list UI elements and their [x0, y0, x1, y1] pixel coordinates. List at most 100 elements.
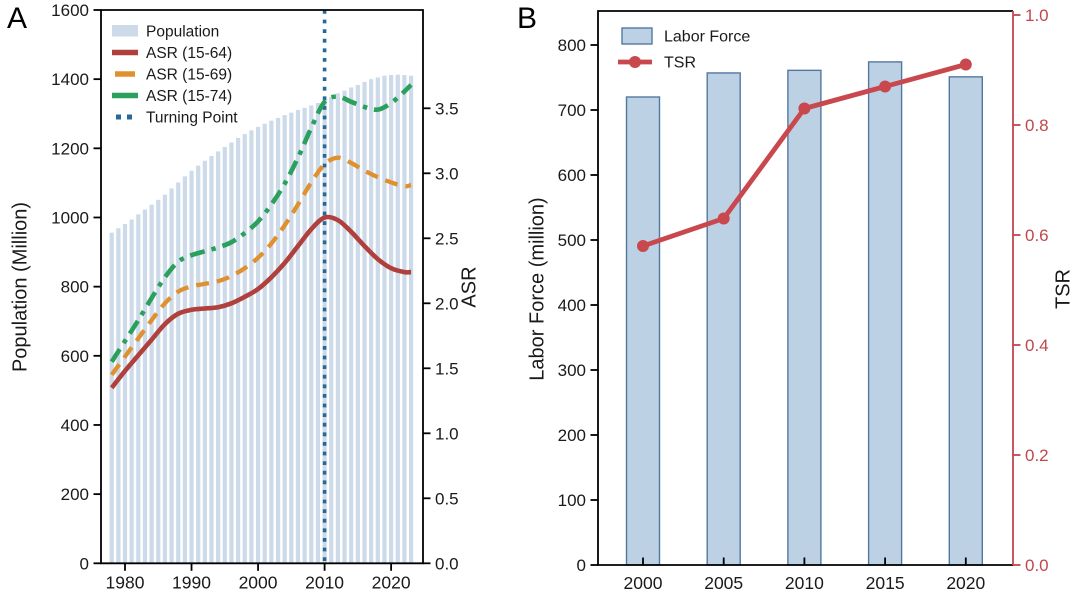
- y-tick-label: 400: [558, 296, 586, 315]
- y-tick-label: 1400: [51, 70, 89, 89]
- population-bar: [369, 79, 374, 564]
- population-bar: [156, 199, 161, 564]
- tsr-tick-label: 0.0: [1025, 556, 1049, 575]
- population-bar: [295, 109, 301, 564]
- population-bar: [109, 232, 114, 564]
- x-tick-label: 2000: [624, 573, 663, 593]
- panel-b-legend: Labor Force TSR: [618, 27, 750, 72]
- asr-tick-label: 3.0: [435, 164, 459, 183]
- legend-label: Labor Force: [664, 29, 750, 46]
- population-bar: [122, 224, 128, 564]
- population-bar: [222, 146, 227, 564]
- population-bar: [182, 176, 187, 564]
- panel-b-label: B: [517, 2, 538, 35]
- panel-b-left-axis-title: Labor Force (million): [526, 197, 549, 381]
- panel-a: 0 200 400 600 800 1000 1200 1400 1600 0.0 0.5 1.0 1.…: [51, 1, 458, 592]
- population-bar: [389, 75, 394, 564]
- asr-tick-label: 0.5: [435, 489, 459, 508]
- panel-a-left-axis: 0 200 400 600 800 1000 1200 1400 1600: [51, 1, 101, 573]
- x-tick-label: 2010: [305, 572, 344, 592]
- labor-force-bar: [706, 72, 741, 566]
- tsr-tick-label: 0.8: [1025, 116, 1049, 135]
- population-bar: [189, 170, 194, 564]
- population-bar: [236, 137, 241, 564]
- tsr-tick-label: 1.0: [1025, 6, 1049, 25]
- x-tick-label: 2000: [239, 572, 278, 592]
- population-bar: [408, 75, 414, 564]
- x-tick-label: 2005: [704, 573, 743, 593]
- population-bar: [255, 126, 261, 564]
- x-tick-label: 1980: [106, 572, 145, 592]
- asr-series-dashdot: [109, 83, 413, 364]
- population-bar: [282, 115, 287, 564]
- panel-a-legend: Population ASR (15-64) ASR (15-69) ASR (15-…: [112, 24, 238, 127]
- legend-label: ASR (15-64): [146, 45, 232, 62]
- population-bar: [382, 75, 387, 564]
- tsr-tick-label: 0.2: [1025, 446, 1049, 465]
- population-bar: [216, 151, 221, 564]
- legend-marker-tsr: [629, 56, 641, 68]
- population-bar: [209, 155, 214, 564]
- x-tick-label: 2020: [946, 573, 985, 593]
- population-bar: [116, 228, 121, 564]
- y-tick-label: 800: [61, 278, 89, 297]
- population-bar: [169, 188, 174, 564]
- legend-label: ASR (15-74): [146, 88, 232, 105]
- population-bar: [289, 112, 294, 564]
- y-tick-label: 400: [61, 416, 89, 435]
- population-bar: [322, 99, 327, 564]
- tsr-marker: [959, 58, 972, 71]
- tsr-marker: [637, 240, 649, 252]
- legend-label: ASR (15-69): [146, 67, 232, 84]
- population-bar: [242, 134, 247, 564]
- population-bar: [275, 117, 281, 564]
- tsr-marker: [798, 102, 811, 115]
- labor-force-bar: [787, 69, 822, 566]
- labor-force-bars: [625, 61, 983, 566]
- asr-tick-label: 2.0: [435, 294, 459, 313]
- population-bar: [176, 182, 181, 564]
- labor-force-bar: [867, 61, 903, 566]
- population-bar: [302, 107, 307, 564]
- y-tick-label: 600: [558, 166, 586, 185]
- legend-dot-turning-point: [116, 114, 121, 120]
- x-tick-label: 1990: [172, 572, 211, 592]
- population-bar: [142, 209, 148, 564]
- legend-swatch-population: [112, 25, 138, 37]
- population-bar: [329, 96, 334, 564]
- population-bar: [355, 85, 360, 564]
- population-bar: [149, 204, 154, 564]
- asr-tick-label: 3.5: [435, 99, 459, 118]
- panel-a-label: A: [7, 2, 28, 35]
- population-bar: [395, 74, 400, 564]
- y-tick-label: 300: [558, 361, 586, 380]
- y-tick-label: 0: [80, 554, 89, 573]
- x-tick-label: 2020: [372, 572, 411, 592]
- population-bar: [362, 81, 367, 564]
- population-bar: [349, 87, 354, 564]
- population-bar: [309, 105, 314, 564]
- x-tick-label: 2015: [866, 573, 905, 593]
- population-bar: [249, 130, 254, 564]
- tsr-tick-label: 0.4: [1025, 336, 1049, 355]
- y-tick-label: 200: [61, 485, 89, 504]
- asr-tick-label: 0.0: [435, 554, 459, 573]
- y-tick-label: 700: [558, 101, 586, 120]
- asr-tick-label: 1.5: [435, 359, 459, 378]
- panel-b-right-axis-title: TSR: [1052, 269, 1075, 309]
- panel-b-x-axis: 2000 2005 2010 2015 2020: [624, 557, 986, 593]
- y-tick-label: 800: [558, 36, 586, 55]
- tsr-tick-label: 0.6: [1025, 226, 1049, 245]
- panel-a-right-axis: 0.0 0.5 1.0 1.5 2.0 2.5 3.0 3.5: [423, 99, 459, 573]
- population-bar: [402, 75, 407, 564]
- population-bar: [315, 103, 321, 564]
- population-bar: [335, 93, 340, 564]
- population-bar: [229, 142, 234, 564]
- population-bar: [136, 214, 141, 564]
- population-bar: [129, 219, 134, 564]
- panel-a-x-axis: 1980 1990 2000 2010 2020: [106, 563, 411, 592]
- population-bars: [109, 74, 414, 564]
- y-tick-label: 1200: [51, 139, 89, 158]
